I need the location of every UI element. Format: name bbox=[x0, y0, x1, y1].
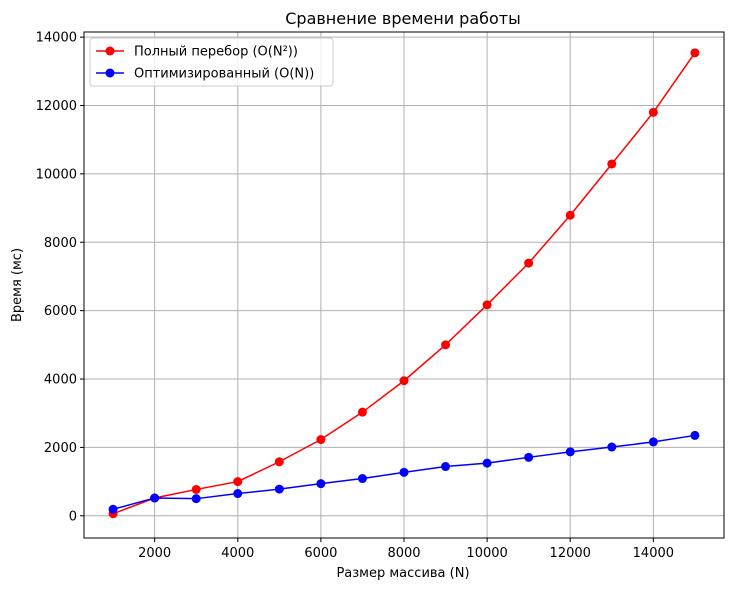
data-point-1-6 bbox=[357, 474, 367, 484]
data-point-1-4 bbox=[274, 484, 284, 494]
chart-title: Сравнение времени работы bbox=[285, 9, 521, 28]
data-point-1-11 bbox=[565, 447, 575, 457]
series-1 bbox=[108, 430, 700, 514]
data-point-1-12 bbox=[607, 442, 617, 452]
x-tick-label-1: 4000 bbox=[221, 546, 254, 561]
x-tick-label-3: 8000 bbox=[387, 546, 420, 561]
data-point-0-13 bbox=[648, 107, 658, 117]
x-tick-label-4: 10000 bbox=[466, 546, 507, 561]
data-point-1-14 bbox=[690, 430, 700, 440]
x-tick-label-6: 14000 bbox=[633, 546, 674, 561]
data-point-0-6 bbox=[357, 407, 367, 417]
data-point-0-7 bbox=[399, 376, 409, 386]
data-point-0-2 bbox=[191, 484, 201, 494]
legend-marker-0 bbox=[105, 46, 115, 56]
data-point-1-7 bbox=[399, 467, 409, 477]
data-point-1-3 bbox=[233, 489, 243, 499]
data-point-1-9 bbox=[482, 458, 492, 468]
grid bbox=[84, 32, 724, 538]
series-layer bbox=[108, 48, 700, 519]
data-point-1-8 bbox=[441, 462, 451, 472]
data-point-1-2 bbox=[191, 494, 201, 504]
legend-label-1: Оптимизированный (O(N)) bbox=[134, 67, 314, 82]
y-tick-label-6: 12000 bbox=[36, 99, 77, 114]
y-axis-label: Время (мс) bbox=[10, 248, 25, 322]
y-tick-label-2: 4000 bbox=[44, 373, 77, 388]
data-point-0-4 bbox=[274, 457, 284, 467]
data-point-0-5 bbox=[316, 435, 326, 445]
series-0 bbox=[108, 48, 700, 519]
y-tick-label-5: 10000 bbox=[36, 167, 77, 182]
data-point-1-5 bbox=[316, 479, 326, 489]
y-tick-label-4: 8000 bbox=[44, 236, 77, 251]
legend-marker-1 bbox=[105, 68, 115, 78]
legend-label-0: Полный перебор (O(N²)) bbox=[134, 45, 298, 60]
x-axis: 2000 4000 6000 8000 10000 12000 14000 bbox=[138, 538, 674, 561]
data-point-0-12 bbox=[607, 159, 617, 169]
data-point-0-14 bbox=[690, 48, 700, 58]
data-point-1-0 bbox=[108, 504, 118, 514]
y-axis: 0 2000 4000 6000 8000 10000 12000 14000 bbox=[36, 31, 84, 524]
legend-box bbox=[89, 37, 334, 87]
data-point-0-8 bbox=[441, 340, 451, 350]
data-point-1-13 bbox=[648, 437, 658, 447]
data-point-0-10 bbox=[524, 258, 534, 268]
x-tick-label-2: 6000 bbox=[304, 546, 337, 561]
data-point-0-11 bbox=[565, 210, 575, 220]
legend: Полный перебор (O(N²)) Оптимизированный … bbox=[89, 37, 334, 87]
y-tick-label-1: 2000 bbox=[44, 441, 77, 456]
data-point-1-1 bbox=[150, 493, 160, 503]
data-point-0-3 bbox=[233, 477, 243, 487]
y-tick-label-3: 6000 bbox=[44, 304, 77, 319]
data-point-0-9 bbox=[482, 300, 492, 310]
y-tick-label-7: 14000 bbox=[36, 31, 77, 46]
x-tick-label-5: 12000 bbox=[550, 546, 591, 561]
x-axis-label: Размер массива (N) bbox=[336, 566, 469, 581]
x-tick-label-0: 2000 bbox=[138, 546, 171, 561]
y-tick-label-0: 0 bbox=[69, 509, 77, 524]
data-point-1-10 bbox=[524, 452, 534, 462]
